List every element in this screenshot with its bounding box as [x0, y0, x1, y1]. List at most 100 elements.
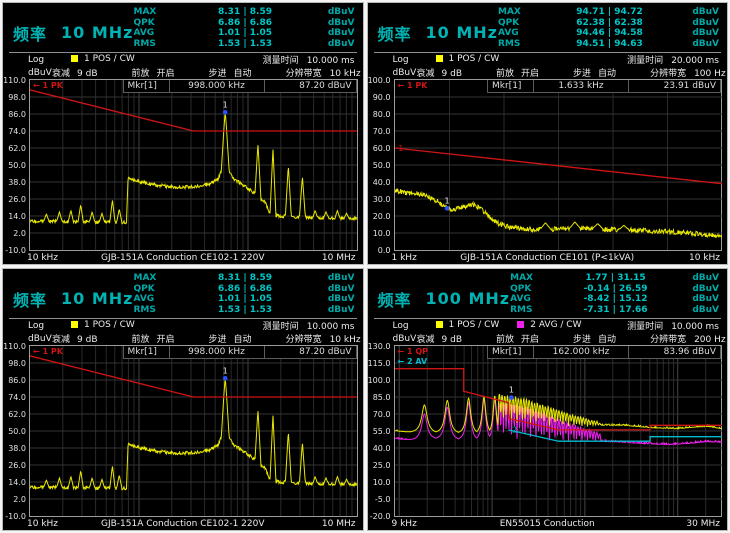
marker-dot[interactable] [222, 110, 228, 115]
marker-amplitude-cell[interactable]: 87.20 dBuV [264, 346, 357, 359]
marker-frequency-cell[interactable]: 1.633 kHz [533, 80, 629, 93]
trace-legend-label: 1 POS / CW [448, 319, 500, 330]
rbw-value: 10 kHz [329, 69, 361, 79]
amplitude-unit: dBuV [28, 67, 52, 78]
attenuation-group[interactable]: 衰减 9 dB [52, 66, 98, 79]
measurement-label: QPK [133, 283, 155, 294]
trace-legend-item[interactable]: 1 POS / CW [435, 53, 500, 64]
spectrum-plot[interactable]: 1 [30, 80, 357, 250]
spectrum-plot[interactable]: 1 [30, 346, 357, 516]
meas-time-group[interactable]: 测量时间 20.000 ms [627, 53, 719, 66]
attenuation-group[interactable]: 衰减 9 dB [52, 332, 98, 345]
limit-line [30, 89, 357, 132]
step-group[interactable]: 步进 自动 [573, 332, 616, 345]
plot-area[interactable]: ← 1 PK Mkr[1] 998.000 kHz 87.20 dBuV 1 [29, 345, 358, 517]
toolbar-row-1: Log 1 POS / CW 2 AVG / CW 测量时间 10.000 ms [368, 319, 728, 332]
active-trace-label: ← 1 PK [33, 347, 63, 356]
marker-amplitude-cell[interactable]: 83.96 dBuV [629, 346, 721, 359]
rbw-group[interactable]: 分辨带宽 10 kHz [286, 66, 361, 79]
marker-amplitude-cell[interactable]: 23.91 dBuV [629, 80, 721, 93]
attenuation-group[interactable]: 衰减 9 dB [417, 66, 463, 79]
plot-area[interactable]: ← 1 QP ← 2 AV Mkr[1] 162.000 kHz 83.96 dB… [393, 345, 722, 517]
toolbar-row-1: Log 1 POS / CW 测量时间 10.000 ms [3, 53, 363, 66]
rbw-group[interactable]: 分辨带宽 10 kHz [286, 332, 361, 345]
measurement-unit: dBuV [692, 304, 719, 315]
scale-mode[interactable]: Log [28, 320, 45, 331]
marker-frequency-cell[interactable]: 998.000 kHz [168, 346, 265, 359]
x-axis-start-label: 10 kHz [27, 518, 59, 529]
step-group[interactable]: 步进 自动 [209, 332, 252, 345]
preamp-group[interactable]: 前放 开启 [496, 332, 539, 345]
spectrum-plot[interactable]: 11 [394, 80, 722, 250]
toolbar-row-2: dBuV 衰减 9 dB 前放 开启 步进 自动 分辨带宽 200 Hz [368, 332, 728, 346]
scale-mode[interactable]: Log [28, 54, 45, 65]
y-axis-labels: 100.0 90.0 80.0 70.0 60.0 50.0 40.0 30.0 20.0 10.… [368, 76, 394, 255]
plot-area[interactable]: ← 1 PK Mkr[1] 998.000 kHz 87.20 dBuV 1 [29, 79, 358, 251]
rbw-group[interactable]: 分辨带宽 200 Hz [650, 332, 726, 345]
measurement-unit: dBuV [692, 7, 719, 17]
meas-time-group[interactable]: 测量时间 10.000 ms [263, 319, 355, 332]
y-axis-tick: 98.0 [8, 92, 26, 102]
trace-legend-item[interactable]: 1 POS / CW [435, 319, 500, 330]
meas-time-label: 测量时间 [627, 322, 664, 332]
preamp-group[interactable]: 前放 开启 [132, 332, 175, 345]
x-axis-end-label: 10 kHz [688, 252, 720, 263]
marker-frequency-cell[interactable]: 998.000 kHz [168, 80, 265, 93]
meas-time-group[interactable]: 测量时间 10.000 ms [263, 53, 355, 66]
active-trace-label: ← 1 QP [397, 347, 429, 356]
measurement-label: AVG [133, 294, 155, 305]
attenuation-group[interactable]: 衰减 9 dB [417, 332, 463, 345]
marker-number-label: 1 [223, 100, 228, 109]
measurement-label: AVG [133, 28, 155, 39]
header-divider [373, 52, 721, 53]
marker-name-cell[interactable]: Mkr[1] [487, 80, 533, 93]
spectrum-plot[interactable]: 21 [394, 346, 722, 516]
trace-path [394, 398, 722, 446]
y-axis-tick: 90.0 [372, 92, 391, 102]
measurement-row: QPK 6.86 | 6.86 dBuV [133, 18, 354, 28]
trace-legend-item[interactable]: 1 POS / CW [71, 54, 135, 64]
marker-name-cell[interactable]: Mkr[1] [122, 80, 169, 93]
marker-dot[interactable] [444, 206, 449, 211]
rbw-label: 分辨带宽 [285, 335, 322, 345]
trace-legend-item[interactable]: 2 AVG / CW [517, 320, 582, 330]
y-axis-tick: 38.0 [8, 443, 26, 453]
measurement-label: QPK [497, 17, 520, 28]
marker-dot[interactable] [508, 395, 514, 400]
y-axis-tick: 55.0 [372, 426, 391, 436]
step-group[interactable]: 步进 自动 [209, 66, 252, 79]
measurement-row: AVG 1.01 | 1.05 dBuV [133, 294, 354, 304]
measurement-label: RMS [497, 38, 521, 49]
marker-name-cell[interactable]: Mkr[1] [487, 346, 533, 359]
marker-number-label: 1 [223, 366, 228, 375]
preamp-group[interactable]: 前放 开启 [132, 66, 175, 79]
trace-legend: 1 POS / CW 2 AVG / CW [435, 319, 600, 332]
amplitude-unit: dBuV [392, 67, 417, 78]
amplitude-unit: dBuV [392, 333, 417, 344]
marker-frequency-cell[interactable]: 162.000 kHz [533, 346, 629, 359]
plot-trace-labels: ← 1 QP ← 2 AV [398, 347, 429, 367]
rbw-group[interactable]: 分辨带宽 100 Hz [650, 66, 726, 79]
y-axis-tick: 10.0 [372, 477, 391, 487]
standard-label: GJB-151A Conduction CE102-1 220V [100, 252, 265, 263]
step-group[interactable]: 步进 自动 [573, 66, 616, 79]
marker-amplitude-cell[interactable]: 87.20 dBuV [264, 80, 357, 93]
marker-dot[interactable] [222, 376, 228, 381]
header-divider [9, 52, 357, 53]
trace-color-swatch [517, 321, 525, 329]
scale-mode[interactable]: Log [392, 320, 409, 331]
preamp-group[interactable]: 前放 开启 [496, 66, 539, 79]
frequency-label: 频率 [13, 24, 48, 44]
measurement-unit: dBuV [692, 294, 719, 305]
marker-name-cell[interactable]: Mkr[1] [122, 346, 169, 359]
meas-time-group[interactable]: 测量时间 10.000 ms [627, 319, 719, 332]
scale-mode[interactable]: Log [392, 54, 409, 65]
trace-legend-label: 1 POS / CW [448, 53, 500, 64]
trace-legend-item[interactable]: 1 POS / CW [71, 320, 135, 330]
y-axis-tick: 10.0 [372, 228, 391, 238]
preamp-label: 前放 [131, 69, 150, 79]
toolbar-row-2: dBuV 衰减 9 dB 前放 开启 步进 自动 分辨带宽 100 Hz [368, 66, 728, 80]
measurement-value: 1.53 | 1.53 [218, 304, 272, 315]
